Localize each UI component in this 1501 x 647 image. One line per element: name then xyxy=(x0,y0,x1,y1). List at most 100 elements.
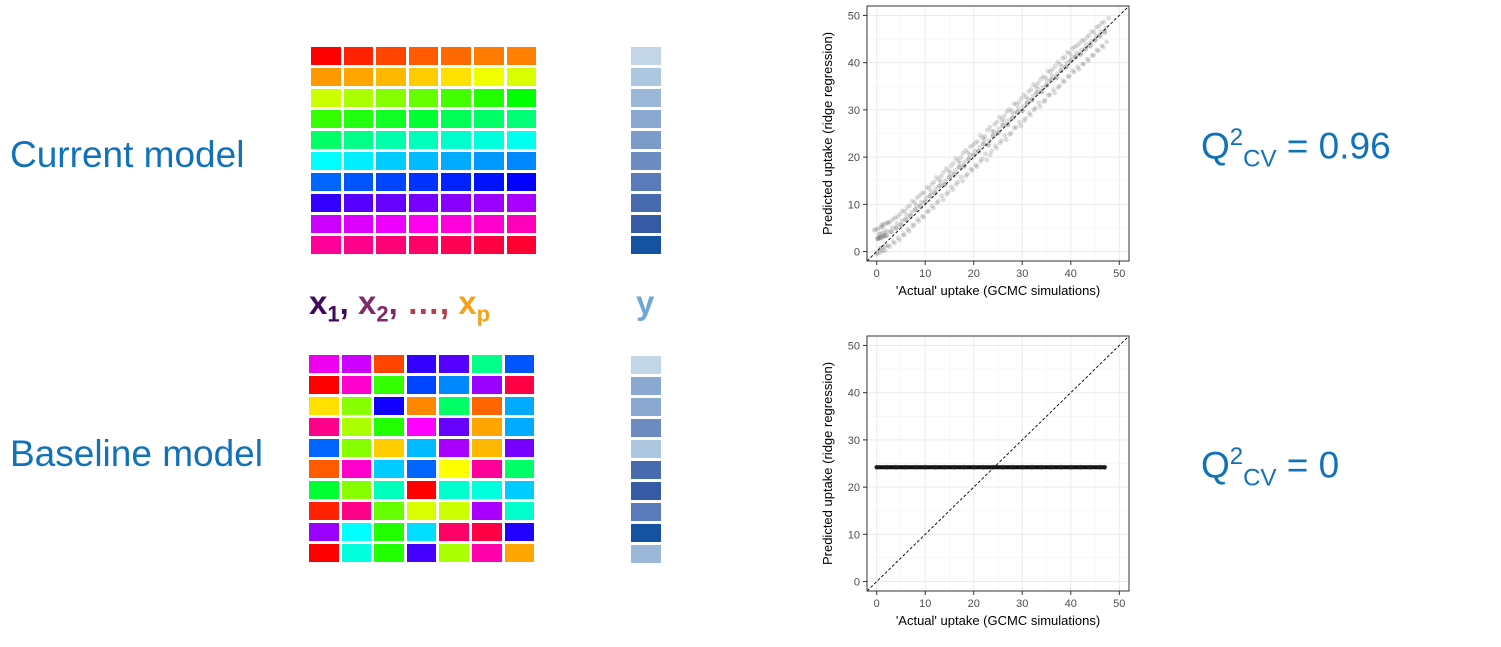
current-chart-data-point xyxy=(1064,49,1070,55)
current-matrix-cell xyxy=(506,215,537,233)
current-chart-data-point xyxy=(881,233,887,239)
current-chart-data-point xyxy=(1011,101,1017,107)
current-matrix-cell xyxy=(311,47,341,65)
current-chart-data-point xyxy=(873,226,879,232)
current-matrix-cell xyxy=(408,68,439,86)
current-chart-data-point xyxy=(929,203,935,209)
current-chart-data-point xyxy=(924,184,930,190)
current-chart-data-point xyxy=(1094,47,1100,53)
current-chart-data-point xyxy=(980,135,985,141)
current-matrix-cell xyxy=(311,89,341,107)
current-chart-data-point xyxy=(972,140,978,146)
current-chart-data-point xyxy=(987,152,993,158)
current-chart-data-point xyxy=(916,218,922,224)
current-chart-data-point xyxy=(943,177,948,183)
current-chart-data-point xyxy=(960,150,966,156)
current-chart-data-point xyxy=(998,138,1004,143)
current-chart-data-point xyxy=(895,235,901,241)
current-chart-data-point xyxy=(1068,58,1074,64)
baseline-matrix-cell xyxy=(341,376,372,394)
current-matrix-cell xyxy=(408,236,439,254)
current-chart-data-point xyxy=(1067,50,1073,56)
current-chart-data-point xyxy=(911,222,917,228)
baseline-chart-panel-border xyxy=(866,335,1130,592)
baseline-chart-x-tick-label: 20 xyxy=(968,598,980,610)
baseline-matrix-cell xyxy=(374,523,404,541)
current-chart-data-point xyxy=(985,142,991,148)
baseline-model-scatter-plot: 0 10 20 30 40 50 0 10 20 30 40 50 'Actual' uptake (G… xyxy=(820,335,1130,628)
current-chart-data-point xyxy=(1040,74,1046,80)
current-y-cell xyxy=(631,110,661,128)
current-chart-data-point xyxy=(943,166,949,171)
current-chart-data-point xyxy=(875,226,881,232)
baseline-matrix-cell xyxy=(504,544,535,562)
current-chart-data-point xyxy=(975,148,982,155)
current-chart-data-point xyxy=(1016,99,1022,105)
current-model-label: Current model xyxy=(10,134,245,175)
current-matrix-cell xyxy=(441,131,471,149)
current-matrix-cell xyxy=(311,68,341,86)
baseline-matrix-cell xyxy=(309,502,339,520)
current-chart-y-tick-label: 0 xyxy=(854,247,860,259)
current-chart-data-point xyxy=(1073,54,1079,60)
current-chart-data-point xyxy=(1087,43,1093,49)
current-y-cell xyxy=(631,194,661,212)
current-matrix-cell xyxy=(408,173,439,191)
current-chart-data-point xyxy=(897,211,903,217)
baseline-matrix-cell xyxy=(341,481,372,499)
current-matrix-cell xyxy=(311,173,341,191)
current-chart-y-axis-label: Predicted uptake (ridge regression) xyxy=(820,32,835,235)
current-y-cell xyxy=(631,47,661,65)
current-matrix-cell xyxy=(473,110,504,128)
baseline-y-cell xyxy=(631,545,661,563)
current-chart-data-point xyxy=(878,225,883,230)
current-chart-data-point xyxy=(927,193,933,199)
current-chart-data-point xyxy=(1098,21,1104,26)
current-chart-data-point xyxy=(1026,110,1032,116)
current-matrix-cell xyxy=(311,215,341,233)
current-chart-data-point xyxy=(980,141,987,147)
current-chart-data-point xyxy=(1097,33,1103,39)
current-matrix-cell xyxy=(343,47,374,65)
current-chart-data-point xyxy=(997,140,1003,146)
current-chart-data-point xyxy=(965,149,971,155)
current-matrix-cell xyxy=(506,236,537,254)
baseline-chart-data-point xyxy=(961,464,967,470)
baseline-chart-data-point xyxy=(1048,464,1054,470)
current-matrix-cell xyxy=(441,110,471,128)
current-chart-data-point xyxy=(1062,54,1068,60)
current-chart-data-point xyxy=(1036,100,1042,106)
current-chart-data-point xyxy=(1021,92,1027,98)
current-chart-data-point xyxy=(950,187,956,193)
current-chart-data-point xyxy=(885,220,891,226)
current-matrix-cell xyxy=(343,89,374,107)
current-chart-data-point xyxy=(1052,63,1058,69)
baseline-matrix-cell xyxy=(341,439,372,457)
current-chart-data-point xyxy=(965,171,970,177)
current-chart-data-point xyxy=(1100,44,1106,50)
current-chart-data-point xyxy=(1062,79,1067,85)
current-chart-data-point xyxy=(1055,85,1061,91)
current-chart-data-point xyxy=(1084,56,1090,62)
baseline-chart-y-tick-label: 20 xyxy=(848,482,860,494)
current-matrix-cell xyxy=(441,173,471,191)
current-matrix-cell xyxy=(441,194,471,212)
current-chart-data-point xyxy=(1031,81,1036,87)
current-chart-data-point xyxy=(1103,25,1109,31)
current-chart-data-point xyxy=(969,167,975,173)
current-matrix-cell xyxy=(343,173,374,191)
baseline-matrix-cell xyxy=(504,481,535,499)
baseline-matrix-cell xyxy=(374,544,404,562)
current-chart-data-point xyxy=(958,174,964,180)
baseline-chart-data-point xyxy=(1058,464,1064,470)
current-chart-data-point xyxy=(1069,54,1075,59)
current-chart-data-point xyxy=(986,138,992,143)
current-matrix-cell xyxy=(343,215,374,233)
current-chart-data-point xyxy=(910,223,916,229)
current-chart-data-point xyxy=(1049,73,1055,78)
current-matrix-cell xyxy=(311,110,341,128)
baseline-chart-y-tick-label: 40 xyxy=(848,388,860,400)
baseline-matrix-cell xyxy=(309,544,339,562)
current-chart-data-point xyxy=(1023,94,1029,100)
current-response-vector xyxy=(631,47,661,254)
